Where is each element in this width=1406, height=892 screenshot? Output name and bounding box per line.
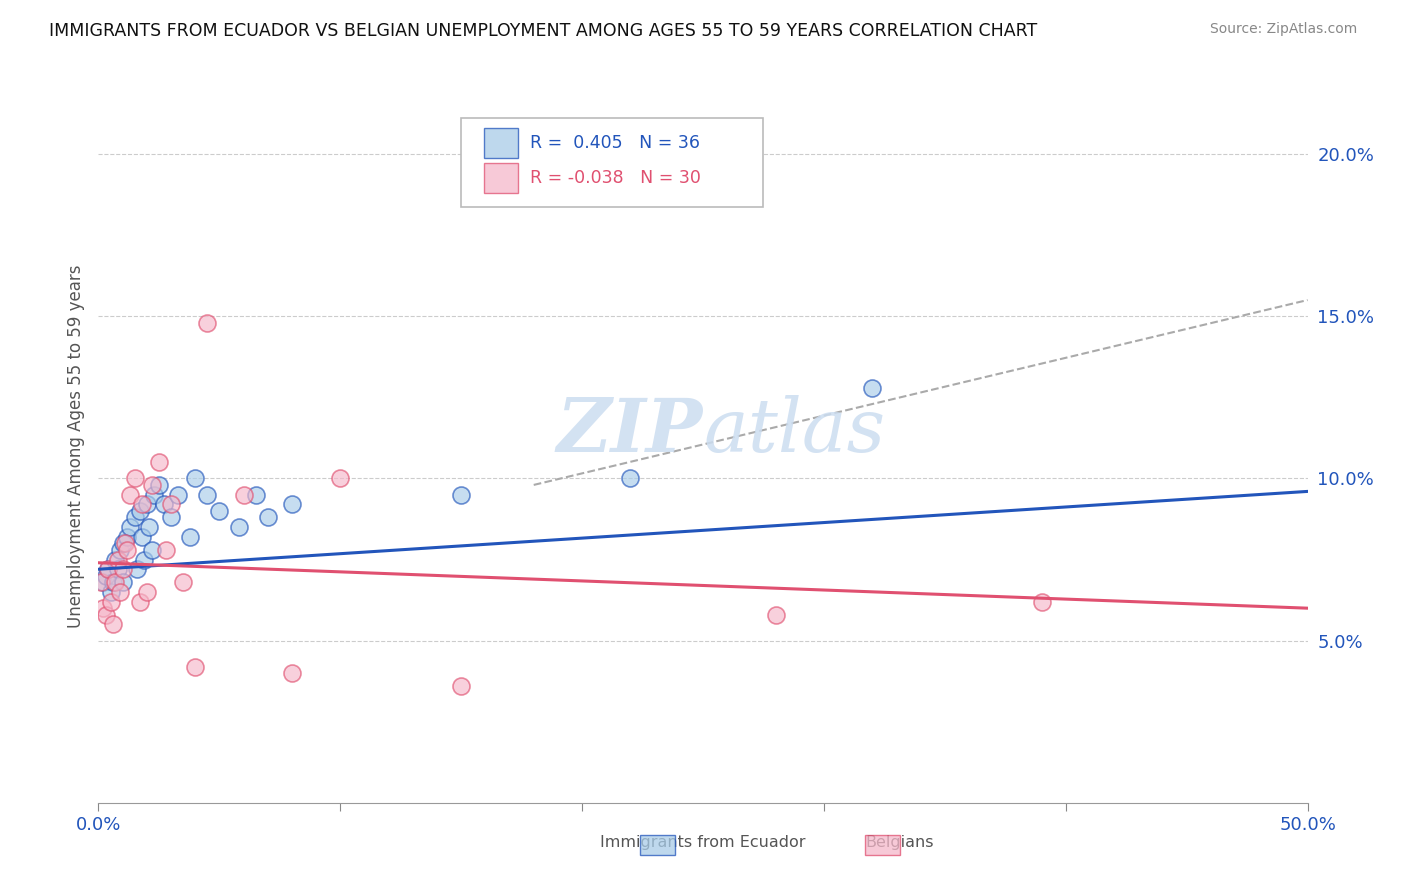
Text: IMMIGRANTS FROM ECUADOR VS BELGIAN UNEMPLOYMENT AMONG AGES 55 TO 59 YEARS CORREL: IMMIGRANTS FROM ECUADOR VS BELGIAN UNEMP… (49, 22, 1038, 40)
Point (329, 471, 352, 485)
Point (124, 471, 146, 485)
Point (228, 520, 250, 534)
Point (111, 562, 134, 576)
Y-axis label: Unemployment Among Ages 55 to 59 years: Unemployment Among Ages 55 to 59 years (66, 264, 84, 628)
Point (160, 497, 183, 511)
Point (148, 478, 170, 492)
Point (101, 575, 124, 590)
Point (118, 488, 141, 502)
Text: R = -0.038   N = 30: R = -0.038 N = 30 (530, 169, 702, 187)
Point (100, 595, 122, 609)
Point (208, 504, 231, 518)
Point (179, 530, 201, 544)
FancyBboxPatch shape (461, 118, 763, 207)
Point (167, 488, 190, 502)
Text: ZIP: ZIP (557, 395, 703, 468)
Point (184, 659, 207, 673)
Point (127, 562, 149, 576)
Text: Source: ZipAtlas.com: Source: ZipAtlas.com (1209, 22, 1357, 37)
Point (91, 601, 114, 615)
Point (135, 497, 157, 511)
Point (94, 568, 117, 582)
Point (107, 562, 129, 576)
Point (108, 542, 131, 557)
Point (160, 510, 183, 524)
Point (134, 552, 156, 566)
Point (107, 552, 129, 566)
Point (172, 575, 194, 590)
Point (619, 471, 641, 485)
Point (195, 488, 218, 502)
Point (141, 542, 163, 557)
FancyBboxPatch shape (484, 128, 517, 158)
Point (195, 316, 218, 330)
Point (131, 530, 153, 544)
Point (131, 497, 153, 511)
Point (100, 585, 122, 599)
Point (117, 542, 139, 557)
Point (101, 617, 124, 632)
Point (155, 542, 177, 557)
Point (94, 607, 117, 622)
Point (117, 530, 139, 544)
Point (90, 575, 112, 590)
Point (143, 488, 166, 502)
Point (152, 497, 174, 511)
Point (124, 510, 146, 524)
Point (860, 381, 883, 395)
Point (128, 595, 150, 609)
Point (97, 562, 120, 576)
Text: Immigrants from Ecuador: Immigrants from Ecuador (600, 836, 806, 850)
Point (104, 552, 127, 566)
Point (184, 471, 207, 485)
Point (138, 520, 160, 534)
Text: Belgians: Belgians (866, 836, 934, 850)
Point (91, 575, 114, 590)
Text: R =  0.405   N = 36: R = 0.405 N = 36 (530, 134, 700, 152)
Point (232, 488, 254, 502)
Point (141, 478, 163, 492)
Point (245, 488, 267, 502)
Point (1031, 595, 1053, 609)
Point (256, 510, 278, 524)
Point (128, 504, 150, 518)
Point (111, 536, 134, 550)
Point (135, 585, 157, 599)
Point (111, 575, 134, 590)
Point (450, 488, 472, 502)
Point (108, 585, 131, 599)
Point (281, 666, 304, 681)
Point (118, 520, 141, 534)
Point (148, 455, 170, 469)
Point (97, 562, 120, 576)
Point (104, 575, 127, 590)
Text: atlas: atlas (703, 395, 886, 468)
FancyBboxPatch shape (484, 163, 517, 194)
Point (114, 536, 136, 550)
Point (281, 497, 304, 511)
Point (765, 607, 787, 622)
Point (450, 679, 472, 693)
